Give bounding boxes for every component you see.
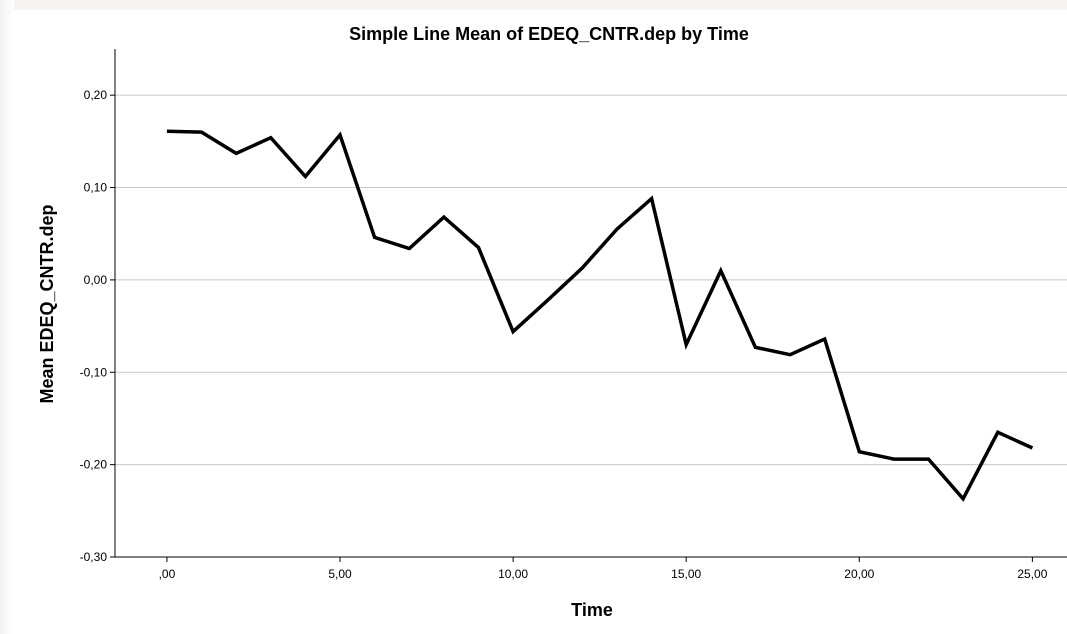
data-point — [615, 228, 618, 231]
data-point — [685, 343, 688, 346]
data-point — [235, 152, 238, 155]
background-left-edge — [0, 0, 14, 634]
x-tick-label: 10,00 — [498, 567, 528, 581]
data-point — [789, 353, 792, 356]
data-point — [962, 497, 965, 500]
x-tick-label: 15,00 — [671, 567, 701, 581]
data-point — [200, 131, 203, 134]
data-point — [650, 197, 653, 200]
data-point — [823, 338, 826, 341]
data-point — [1031, 447, 1034, 450]
data-point — [304, 175, 307, 178]
grid-lines — [115, 94, 1067, 466]
data-point — [927, 458, 930, 461]
data-point — [339, 133, 342, 136]
y-tick-label: -0,30 — [80, 550, 108, 564]
y-tick-label: 0,10 — [84, 181, 108, 195]
data-point — [477, 246, 480, 249]
series-line — [166, 129, 1034, 502]
series-group — [165, 129, 1034, 502]
data-point — [373, 236, 376, 239]
background-strip — [0, 0, 1067, 10]
y-axis-ticks: 0,20 0,10 0,00 -0,10 -0,20 -0,30 — [80, 88, 115, 564]
data-point — [581, 266, 584, 269]
x-tick-label: 25,00 — [1017, 567, 1047, 581]
data-point — [996, 431, 999, 434]
x-tick-label: 5,00 — [328, 567, 352, 581]
y-tick-label: 0,20 — [84, 88, 108, 102]
data-point — [858, 450, 861, 453]
data-point — [546, 299, 549, 302]
data-point — [165, 130, 168, 133]
x-axis-title: Time — [571, 600, 613, 620]
chart-title: Simple Line Mean of EDEQ_CNTR.dep by Tim… — [349, 24, 749, 44]
y-tick-label: -0,10 — [80, 365, 108, 379]
x-tick-label: 20,00 — [844, 567, 874, 581]
x-axis-ticks: ,00 5,00 10,00 15,00 20,00 25,00 — [159, 557, 1048, 581]
data-point — [442, 216, 445, 219]
data-point — [512, 330, 515, 333]
y-axis-title: Mean EDEQ_CNTR.dep — [37, 204, 57, 403]
data-point — [719, 269, 722, 272]
data-point — [892, 458, 895, 461]
data-point — [269, 136, 272, 139]
data-point — [408, 247, 411, 250]
y-tick-label: -0,20 — [80, 458, 108, 472]
data-point — [754, 346, 757, 349]
y-tick-label: 0,00 — [84, 273, 108, 287]
x-tick-label: ,00 — [159, 567, 176, 581]
